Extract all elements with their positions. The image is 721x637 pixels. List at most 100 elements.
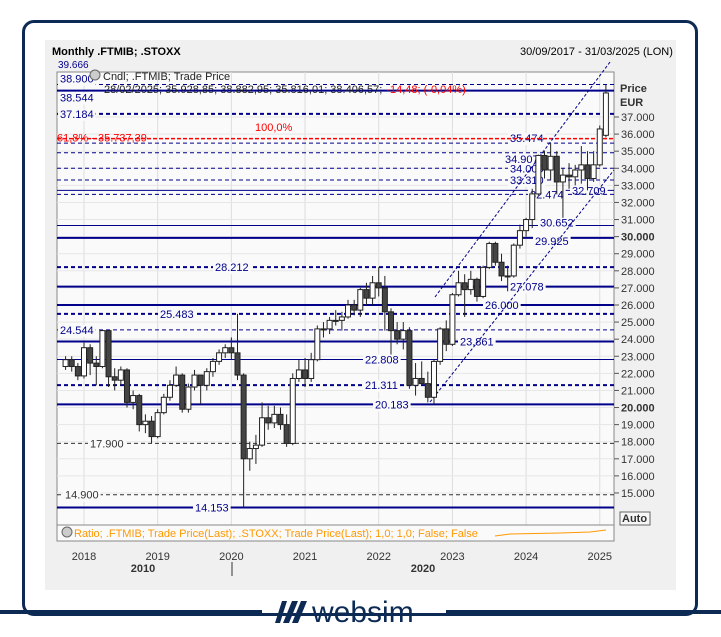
candle[interactable]: [130, 390, 137, 410]
candle[interactable]: [302, 357, 309, 388]
candle[interactable]: [154, 409, 161, 439]
candle[interactable]: [117, 366, 124, 386]
candle[interactable]: [473, 277, 480, 302]
candle[interactable]: [498, 253, 505, 282]
candle[interactable]: [584, 151, 591, 191]
candle[interactable]: [136, 393, 143, 432]
candle[interactable]: [394, 322, 401, 345]
candle[interactable]: [111, 368, 118, 391]
candle[interactable]: [87, 344, 94, 376]
candle[interactable]: [222, 344, 229, 358]
candle[interactable]: [510, 243, 517, 278]
candle[interactable]: [166, 380, 173, 401]
candle[interactable]: [179, 373, 186, 413]
candle[interactable]: [142, 414, 149, 434]
decade-label: 2020: [411, 563, 435, 575]
candle[interactable]: [388, 308, 394, 355]
candle[interactable]: [277, 407, 284, 430]
candle[interactable]: [209, 357, 216, 377]
candle[interactable]: [295, 359, 302, 382]
candle[interactable]: [240, 373, 247, 508]
candle[interactable]: [553, 151, 560, 195]
candle[interactable]: [283, 414, 290, 447]
candle[interactable]: [99, 329, 106, 369]
candle[interactable]: [216, 349, 223, 365]
candle-body: [185, 386, 192, 410]
candle[interactable]: [535, 154, 542, 196]
candle[interactable]: [437, 327, 444, 365]
candle[interactable]: [289, 373, 296, 446]
legend-toggle-icon[interactable]: [89, 69, 101, 81]
candle[interactable]: [492, 241, 499, 266]
candle[interactable]: [486, 241, 493, 270]
candle[interactable]: [252, 434, 259, 464]
candle[interactable]: [93, 356, 100, 386]
candle[interactable]: [572, 164, 579, 186]
candle[interactable]: [62, 356, 69, 370]
candle[interactable]: [320, 322, 327, 338]
candle[interactable]: [203, 368, 210, 391]
candle[interactable]: [326, 316, 333, 335]
candle[interactable]: [566, 163, 573, 189]
candle[interactable]: [529, 188, 536, 229]
candle[interactable]: [148, 416, 155, 444]
candle[interactable]: [602, 84, 609, 138]
candle[interactable]: [443, 320, 450, 352]
candle[interactable]: [369, 275, 376, 305]
candle[interactable]: [123, 368, 130, 408]
candle[interactable]: [523, 217, 530, 237]
candle[interactable]: [191, 369, 198, 391]
candle[interactable]: [338, 311, 345, 331]
candle[interactable]: [541, 151, 548, 179]
candle[interactable]: [332, 310, 339, 326]
candle[interactable]: [578, 146, 585, 184]
channel-upper[interactable]: [434, 61, 611, 298]
candle[interactable]: [234, 313, 241, 381]
candle[interactable]: [68, 356, 75, 372]
candle[interactable]: [412, 363, 419, 396]
candle[interactable]: [246, 441, 253, 471]
ratio-pane[interactable]: [56, 524, 615, 542]
candle[interactable]: [430, 359, 437, 405]
auto-scale-button[interactable]: [619, 511, 651, 526]
candle[interactable]: [590, 151, 597, 182]
channel-lower[interactable]: [429, 169, 615, 403]
candle[interactable]: [406, 327, 413, 389]
candle[interactable]: [185, 383, 192, 413]
candle[interactable]: [351, 299, 358, 316]
candle[interactable]: [547, 143, 554, 181]
candle[interactable]: [424, 371, 431, 403]
candle[interactable]: [265, 405, 272, 430]
candle[interactable]: [375, 267, 382, 297]
candle[interactable]: [74, 363, 81, 381]
ratio-toggle-icon[interactable]: [61, 526, 73, 538]
candle[interactable]: [259, 402, 266, 447]
candle[interactable]: [381, 275, 388, 331]
candle[interactable]: [480, 265, 487, 299]
candle[interactable]: [228, 337, 235, 360]
candle[interactable]: [345, 299, 352, 319]
candle[interactable]: [314, 325, 321, 362]
candle[interactable]: [105, 330, 112, 388]
x-tick-label: 2021: [293, 551, 317, 563]
candle[interactable]: [559, 168, 566, 218]
candle[interactable]: [357, 287, 364, 317]
candle[interactable]: [504, 265, 511, 292]
candle[interactable]: [596, 125, 603, 167]
candle[interactable]: [455, 270, 462, 297]
candle[interactable]: [308, 352, 315, 382]
candle[interactable]: [81, 342, 87, 379]
candle[interactable]: [173, 366, 180, 388]
candle[interactable]: [363, 282, 370, 305]
candle[interactable]: [449, 293, 456, 347]
candle[interactable]: [197, 374, 204, 405]
x-tick-label: 2018: [72, 551, 96, 563]
candle[interactable]: [400, 322, 407, 350]
candle[interactable]: [418, 361, 425, 386]
candle[interactable]: [467, 270, 474, 295]
candle[interactable]: [516, 224, 523, 249]
candle[interactable]: [271, 405, 278, 429]
candle[interactable]: [160, 393, 167, 415]
candle[interactable]: [461, 274, 468, 317]
